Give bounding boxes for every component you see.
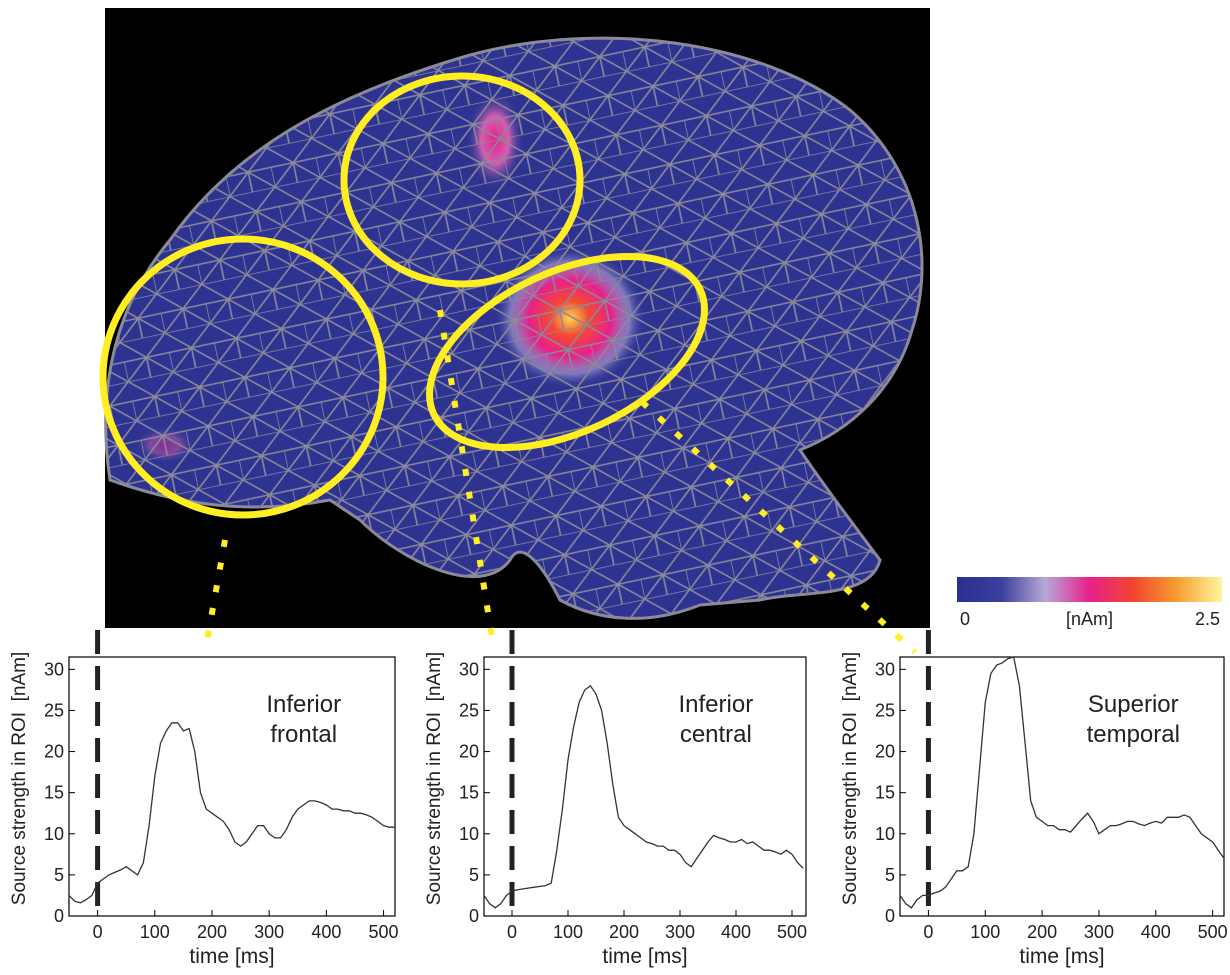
x-tick-label: 200 [1027,922,1057,942]
region-label: frontal [270,721,337,748]
y-axis-label: Source strength in ROI [nAm] [9,652,30,905]
x-tick-label: 300 [665,922,695,942]
x-tick-label: 200 [609,922,639,942]
y-tick-label: 0 [469,906,479,926]
x-tick-label: 0 [507,922,517,942]
y-tick-label: 5 [54,865,64,885]
x-tick-label: 500 [369,922,399,942]
y-tick-label: 20 [875,742,895,762]
y-tick-label: 20 [44,742,64,762]
y-axis-label: Source strength in ROI [nAm] [424,652,445,905]
x-tick-label: 500 [777,922,807,942]
colorbar-label: [nAm] [1066,609,1113,629]
x-tick-label: 400 [721,922,751,942]
region-label: central [680,721,752,748]
y-tick-label: 15 [459,783,479,803]
x-tick-label: 100 [140,922,170,942]
x-tick-label: 300 [1084,922,1114,942]
y-tick-label: 25 [875,700,895,720]
x-tick-label: 500 [1198,922,1228,942]
x-tick-label: 400 [311,922,341,942]
region-label: Inferior [678,691,753,718]
region-label: temporal [1087,721,1180,748]
y-tick-label: 30 [44,659,64,679]
x-tick-label: 0 [923,922,933,942]
colorbar-max: 2.5 [1195,609,1220,629]
page: {"chart_data": [ {"type": "line", "annot… [0,0,1230,970]
y-tick-label: 25 [44,700,64,720]
y-tick-label: 15 [44,783,64,803]
x-tick-label: 300 [254,922,284,942]
plot-frame [69,657,395,916]
y-tick-label: 0 [885,906,895,926]
plot-frame [484,657,806,916]
region-label: Superior [1088,691,1179,718]
y-tick-label: 0 [54,906,64,926]
y-tick-label: 5 [469,865,479,885]
y-axis-label: Source strength in ROI [nAm] [840,652,861,905]
y-tick-label: 30 [875,659,895,679]
x-tick-label: 400 [1141,922,1171,942]
colorbar-min: 0 [960,609,970,629]
x-tick-label: 100 [970,922,1000,942]
y-tick-label: 15 [875,783,895,803]
x-axis-label: time [ms] [1019,945,1104,968]
region-label: Inferior [266,691,341,718]
y-tick-label: 10 [459,824,479,844]
y-tick-label: 10 [44,824,64,844]
y-tick-label: 30 [459,659,479,679]
x-tick-label: 200 [197,922,227,942]
x-tick-label: 100 [553,922,583,942]
y-tick-label: 5 [885,865,895,885]
y-tick-label: 20 [459,742,479,762]
x-axis-label: time [ms] [189,945,274,968]
figure: 02.5[nAm]0510152025300100200300400500tim… [0,0,1230,970]
x-axis-label: time [ms] [602,945,687,968]
x-tick-label: 0 [93,922,103,942]
y-tick-label: 25 [459,700,479,720]
y-tick-label: 10 [875,824,895,844]
colorbar [957,577,1222,602]
